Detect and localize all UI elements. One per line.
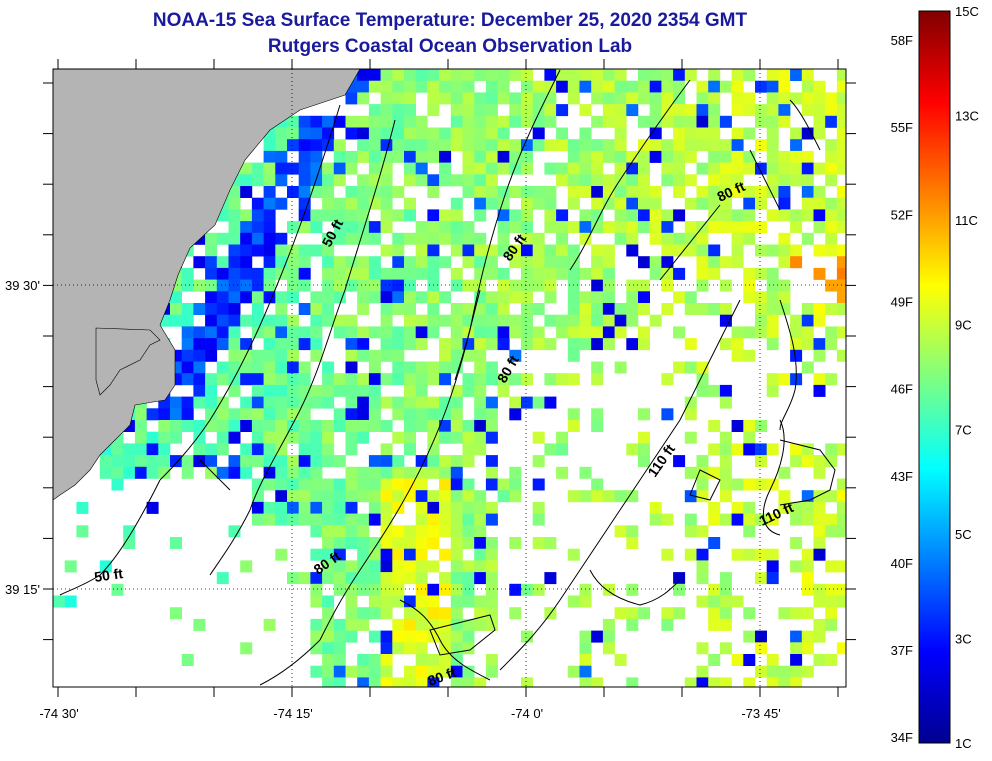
colorbar-celsius-label: 1C xyxy=(955,736,972,751)
x-tick-label: -74 15' xyxy=(273,706,312,721)
contour-label: 50 ft xyxy=(93,565,124,585)
colorbar-fahrenheit-label: 49F xyxy=(891,294,913,309)
colorbar-celsius-label: 15C xyxy=(955,4,979,19)
colorbar-scale xyxy=(918,10,951,744)
y-tick-label: 39 30' xyxy=(5,278,40,293)
x-tick-label: -73 45' xyxy=(741,706,780,721)
colorbar-fahrenheit-label: 46F xyxy=(891,382,913,397)
y-tick-label: 39 15' xyxy=(5,582,40,597)
colorbar-celsius-label: 9C xyxy=(955,318,972,333)
axis-ticks xyxy=(43,59,856,697)
map-subtitle: Rutgers Coastal Ocean Observation Lab xyxy=(267,36,633,57)
map-frame xyxy=(52,68,847,688)
colorbar-celsius-label: 7C xyxy=(955,422,972,437)
colorbar-celsius-label: 11C xyxy=(955,213,978,228)
colorbar: 15C 13C 11C 9C 7C 5C 3C 1C 58F 55F 52F 49F 46F 43F 40F… xyxy=(891,4,979,751)
map-title: NOAA-15 Sea Surface Temperature: Decembe… xyxy=(152,10,748,31)
x-tick-label: -74 30' xyxy=(39,706,78,721)
land-mass xyxy=(53,69,361,501)
axis-labels: -74 30' -74 15' -74 0' -73 45' 39 30' 39 15' xyxy=(5,278,781,721)
colorbar-fahrenheit-label: 43F xyxy=(891,469,913,484)
sst-pixels xyxy=(53,69,846,687)
colorbar-labels: 15C 13C 11C 9C 7C 5C 3C 1C 58F 55F 52F 49F 46F 43F 40F… xyxy=(891,4,979,751)
x-tick-label: -74 0' xyxy=(511,706,543,721)
colorbar-fahrenheit-label: 34F xyxy=(891,730,913,745)
graticule xyxy=(53,69,846,687)
colorbar-celsius-label: 5C xyxy=(955,527,972,542)
colorbar-celsius-label: 13C xyxy=(955,109,979,124)
depth-contours xyxy=(59,69,836,686)
colorbar-fahrenheit-label: 40F xyxy=(891,556,913,571)
colorbar-fahrenheit-label: 55F xyxy=(891,120,913,135)
colorbar-fahrenheit-label: 52F xyxy=(891,207,913,222)
colorbar-fahrenheit-label: 58F xyxy=(891,33,913,48)
colorbar-fahrenheit-label: 37F xyxy=(891,643,913,658)
colorbar-celsius-label: 3C xyxy=(955,631,972,646)
